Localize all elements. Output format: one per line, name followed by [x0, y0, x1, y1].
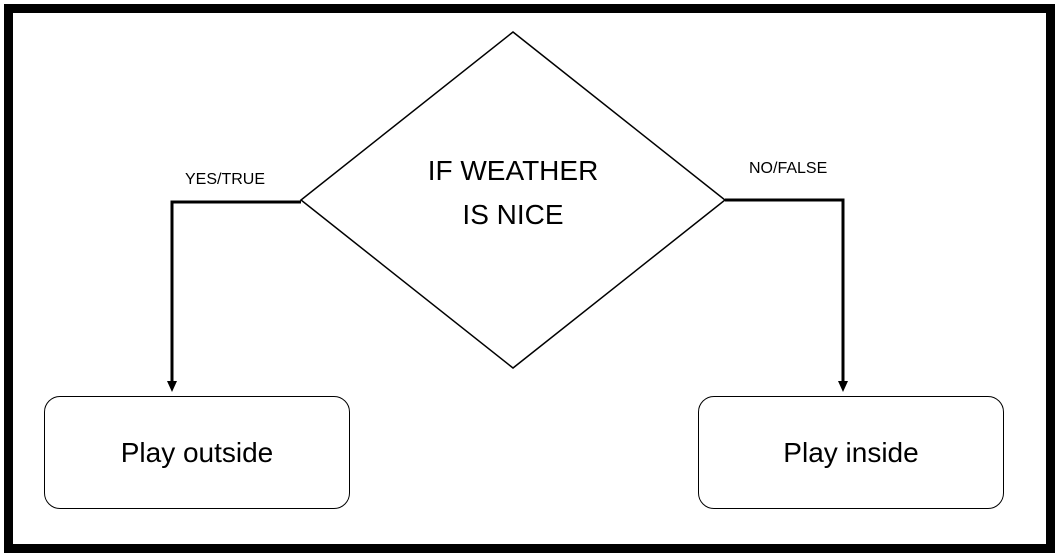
yes-connector: [170, 200, 301, 383]
decision-text-line2: IS NICE: [462, 199, 563, 230]
yes-label: YES/TRUE: [185, 171, 265, 188]
yes-arrowhead: [167, 381, 177, 392]
outcome-label-play-inside: Play inside: [783, 436, 919, 468]
no-connector: [725, 198, 845, 383]
no-label: NO/FALSE: [749, 160, 827, 177]
decision-text-line1: IF WEATHER: [428, 155, 599, 186]
outcome-box-play-inside: Play inside: [698, 396, 1004, 509]
outcome-label-play-outside: Play outside: [120, 436, 274, 468]
decision-diamond: [299, 31, 727, 369]
no-arrowhead: [838, 381, 848, 392]
outcome-box-play-outside: Play outside: [44, 396, 350, 509]
